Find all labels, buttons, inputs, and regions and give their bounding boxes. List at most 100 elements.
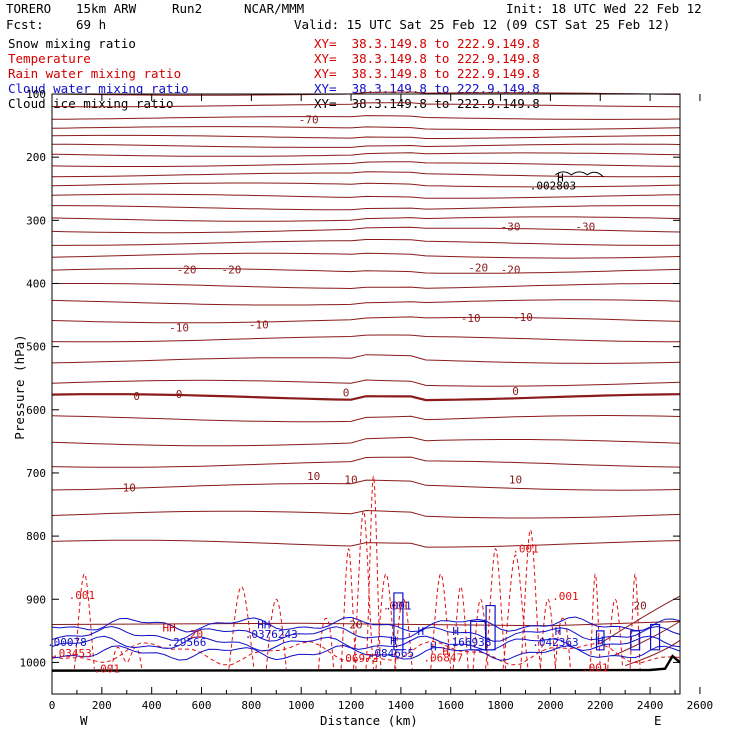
rain-label: .06972 bbox=[339, 652, 379, 665]
temperature-label: -30 bbox=[501, 221, 521, 234]
east-label: E bbox=[654, 713, 662, 728]
isotherm-line bbox=[51, 182, 681, 188]
forecast-hour: 69 h bbox=[76, 17, 107, 32]
high-marker: H bbox=[597, 634, 604, 647]
temperature-label: -70 bbox=[299, 113, 319, 126]
isotherm-line bbox=[51, 126, 681, 131]
rain-label: 20 bbox=[190, 628, 203, 641]
rain-label: .001 bbox=[69, 589, 96, 602]
west-label: W bbox=[80, 713, 88, 728]
cloudwater-contour bbox=[51, 616, 681, 633]
temperature-label: 0 bbox=[343, 387, 350, 400]
x-tick-label: 1400 bbox=[388, 699, 415, 712]
init-time: Init: 18 UTC Wed 22 Feb 12 bbox=[506, 1, 702, 16]
rain-label: .001 bbox=[383, 600, 410, 613]
x-tick-label: 2000 bbox=[537, 699, 564, 712]
isotherm-line bbox=[51, 115, 681, 120]
temperature-label: 20 bbox=[634, 600, 647, 613]
org-label: NCAR/MMM bbox=[244, 1, 305, 16]
x-tick-label: 2600 bbox=[687, 699, 714, 712]
y-tick-label: 600 bbox=[26, 404, 46, 417]
x-tick-label: 1200 bbox=[338, 699, 365, 712]
cloudwater-cell bbox=[595, 630, 605, 651]
temperature-label: -10 bbox=[513, 311, 533, 324]
high-marker: H bbox=[390, 634, 397, 647]
x-axis-title: Distance (km) bbox=[320, 713, 418, 728]
cloudwater-label: .042363 bbox=[532, 636, 578, 649]
isotherm-line bbox=[52, 239, 681, 246]
legend-xy-temperature: XY= 38.3.149.8 to 222.9.149.8 bbox=[314, 51, 540, 66]
temperature-label: -20 bbox=[221, 264, 241, 277]
cloudwater-contour bbox=[51, 625, 681, 642]
isotherm-line bbox=[51, 161, 681, 167]
isotherm-line bbox=[51, 102, 681, 108]
cloudwater-label: .001 bbox=[385, 600, 412, 613]
x-tick-label: 800 bbox=[241, 699, 261, 712]
run-label: Run2 bbox=[172, 1, 203, 16]
temperature-label: -10 bbox=[169, 322, 189, 335]
rain-label: .03453 bbox=[52, 647, 92, 660]
forecast-label: Fcst: bbox=[6, 17, 44, 32]
isotherm-line bbox=[51, 414, 681, 423]
temperature-label: 0 bbox=[133, 390, 140, 403]
x-tick-label: 200 bbox=[92, 699, 112, 712]
rain-contour bbox=[353, 510, 374, 669]
y-tick-label: 500 bbox=[26, 341, 46, 354]
isotherm-line bbox=[51, 316, 681, 324]
rain-contour bbox=[340, 548, 357, 669]
rain-label: .06847 bbox=[423, 651, 463, 664]
y-tick-label: 200 bbox=[26, 151, 46, 164]
legend-xy-cloudice: XY= 38.3.149.8 to 222.9.149.8 bbox=[314, 96, 540, 111]
temperature-label: 10 bbox=[123, 481, 136, 494]
isotherm-line bbox=[51, 226, 681, 234]
cloudwater-contour bbox=[51, 644, 681, 661]
rain-contour bbox=[228, 586, 255, 669]
x-tick-label: 2200 bbox=[587, 699, 614, 712]
cloudwater-cell bbox=[485, 604, 496, 651]
legend-field-rain: Rain water mixing ratio bbox=[8, 66, 182, 81]
y-tick-label: 300 bbox=[26, 214, 46, 227]
x-tick-label: 2400 bbox=[637, 699, 664, 712]
temperature-label: -20 bbox=[177, 264, 197, 277]
cloudwater-label: .00078 bbox=[47, 636, 87, 649]
rain-contour bbox=[539, 598, 556, 669]
cloudwater-cell bbox=[393, 592, 404, 651]
rain-label: .001 bbox=[582, 661, 609, 674]
temperature-label: -10 bbox=[461, 312, 481, 325]
isotherm-line bbox=[51, 143, 681, 148]
x-tick-label: 1000 bbox=[288, 699, 315, 712]
rain-contour bbox=[365, 475, 382, 669]
rain-contour bbox=[520, 529, 541, 669]
y-tick-label: 400 bbox=[26, 277, 46, 290]
temperature-label: 0 bbox=[512, 385, 519, 398]
isotherm-line bbox=[51, 267, 681, 274]
cloudwater-label: .29566 bbox=[167, 636, 207, 649]
cloudwater-cell bbox=[649, 623, 661, 651]
isotherm-line bbox=[612, 620, 681, 657]
high-marker: HH bbox=[257, 619, 270, 632]
y-axis-title: Pressure (hPa) bbox=[12, 334, 27, 440]
rain-label: .001 bbox=[552, 590, 579, 603]
isotherm-line bbox=[51, 152, 681, 157]
isotherm-line bbox=[52, 205, 681, 211]
legend-field-snow: Snow mixing ratio bbox=[8, 36, 136, 51]
x-tick-label: 1600 bbox=[437, 699, 464, 712]
temperature-label: 10 bbox=[307, 470, 320, 483]
plot-frame bbox=[51, 93, 681, 695]
isotherm-line bbox=[51, 216, 681, 222]
high-marker: H bbox=[442, 645, 449, 658]
rain-label: .001 bbox=[94, 663, 121, 676]
isotherm-line bbox=[51, 539, 681, 548]
high-marker: HH bbox=[163, 622, 176, 635]
rain-contour bbox=[318, 617, 335, 669]
isotherm-line bbox=[51, 456, 681, 468]
isotherm-line bbox=[51, 134, 681, 139]
temperature-label: -10 bbox=[249, 319, 269, 332]
x-tick-label: 0 bbox=[49, 699, 56, 712]
grid-resolution: 15km ARW bbox=[76, 1, 137, 16]
isotherm-line bbox=[51, 354, 681, 364]
high-marker: H bbox=[430, 641, 437, 654]
temperature-label: 0 bbox=[176, 388, 183, 401]
cloudwater-label: .0376243 bbox=[245, 628, 298, 641]
snow-contour bbox=[555, 171, 604, 178]
